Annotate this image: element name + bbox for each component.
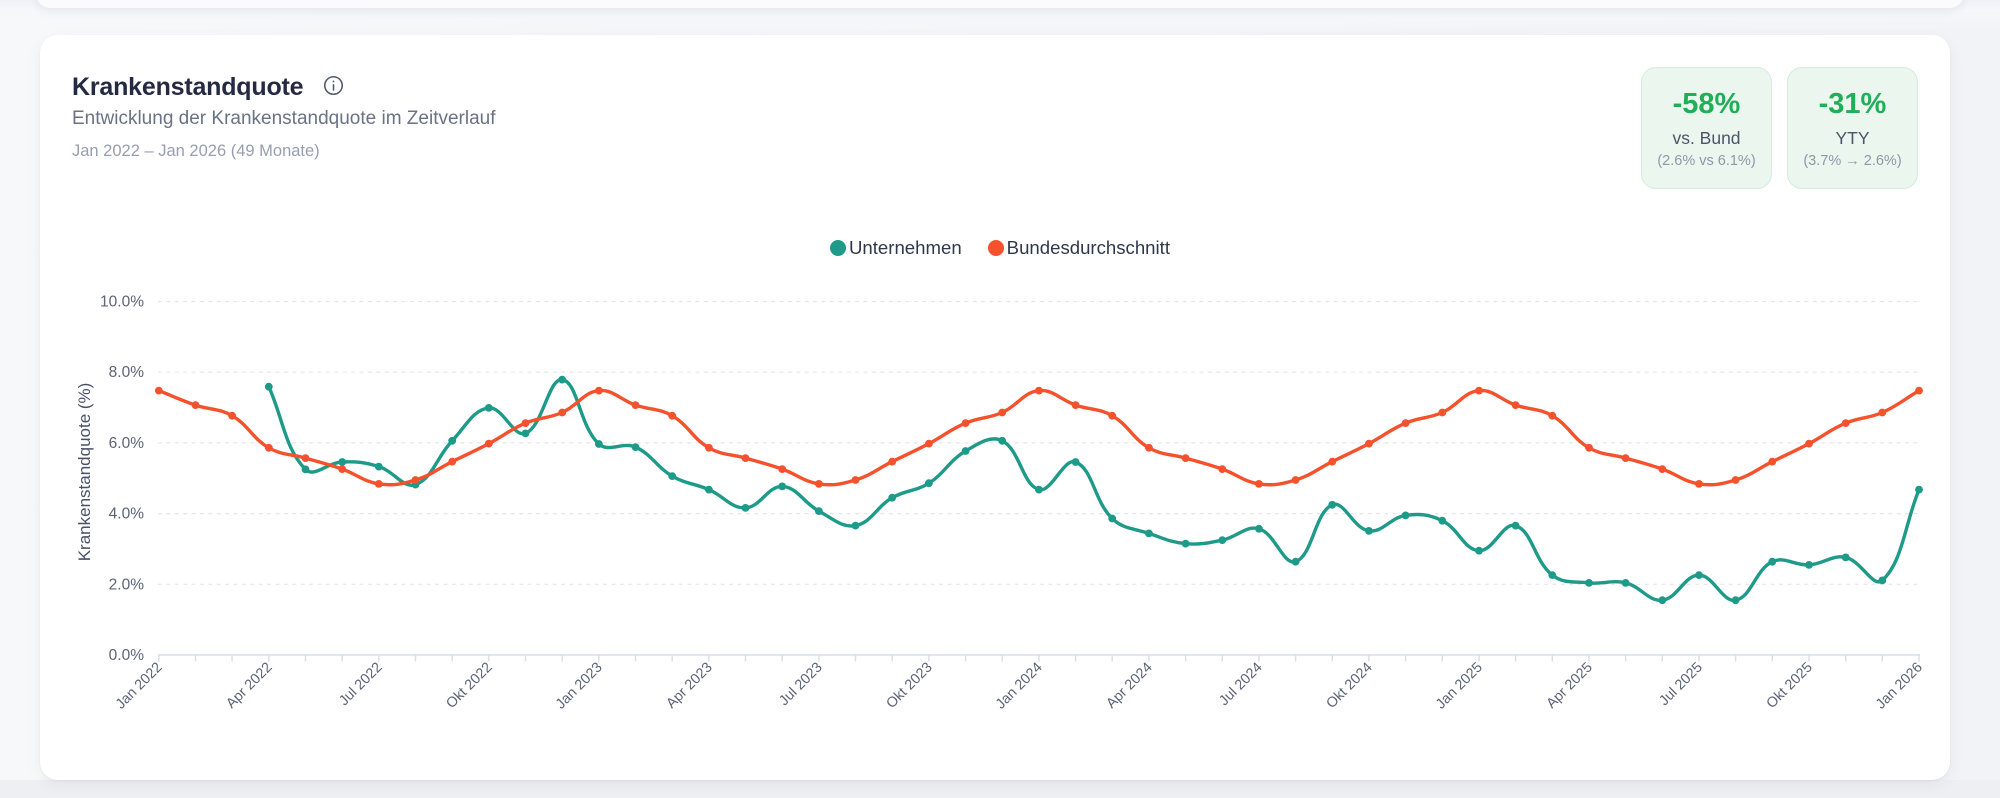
svg-text:Jul 2025: Jul 2025 — [1656, 659, 1706, 709]
svg-text:Okt 2025: Okt 2025 — [1763, 659, 1815, 711]
svg-text:6.0%: 6.0% — [109, 435, 145, 452]
svg-text:Jan 2024: Jan 2024 — [993, 659, 1046, 712]
svg-text:Jul 2024: Jul 2024 — [1216, 659, 1266, 709]
svg-text:8.0%: 8.0% — [109, 364, 145, 381]
svg-text:Jul 2023: Jul 2023 — [776, 659, 826, 709]
svg-text:Apr 2023: Apr 2023 — [663, 659, 715, 711]
svg-text:Krankenstandquote (%): Krankenstandquote (%) — [75, 383, 94, 562]
svg-text:Apr 2025: Apr 2025 — [1543, 659, 1595, 711]
svg-text:Jan 2022: Jan 2022 — [113, 659, 166, 712]
svg-text:Jan 2025: Jan 2025 — [1433, 659, 1486, 712]
svg-text:Okt 2023: Okt 2023 — [883, 659, 935, 711]
svg-text:Okt 2024: Okt 2024 — [1323, 659, 1375, 711]
svg-text:Jan 2023: Jan 2023 — [553, 659, 606, 712]
svg-text:Jul 2022: Jul 2022 — [336, 659, 386, 709]
svg-text:2.0%: 2.0% — [109, 576, 145, 593]
svg-text:Jan 2026: Jan 2026 — [1873, 659, 1926, 712]
svg-text:4.0%: 4.0% — [109, 506, 145, 523]
svg-text:Apr 2024: Apr 2024 — [1103, 659, 1155, 711]
svg-text:Okt 2022: Okt 2022 — [443, 659, 495, 711]
svg-text:0.0%: 0.0% — [109, 647, 145, 664]
svg-text:10.0%: 10.0% — [100, 294, 144, 311]
svg-text:Apr 2022: Apr 2022 — [223, 659, 275, 711]
